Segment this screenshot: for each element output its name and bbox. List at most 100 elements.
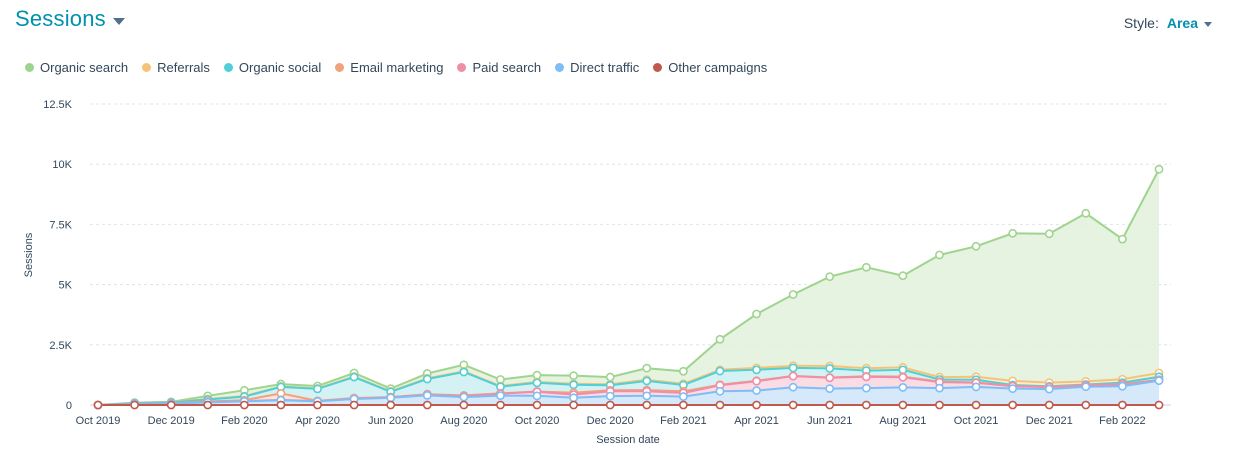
x-tick-label: Apr 2020 (295, 415, 340, 427)
data-point-direct-traffic (459, 392, 469, 402)
data-point-other-campaigns (1154, 400, 1164, 410)
data-point-other-campaigns (935, 400, 944, 410)
legend-item-paid-search[interactable]: Paid search (457, 60, 541, 75)
data-point-direct-traffic (788, 382, 798, 392)
data-point-other-campaigns (1118, 400, 1127, 410)
x-axis-title: Session date (596, 434, 660, 446)
data-point-organic-social (459, 367, 469, 377)
y-tick-label: 12.5K (43, 99, 72, 111)
data-point-other-campaigns (642, 400, 652, 410)
x-tick-label: Apr 2021 (734, 415, 779, 427)
area-organic-search (98, 169, 1159, 405)
data-point-organic-search (1081, 208, 1091, 218)
data-point-other-campaigns (459, 400, 469, 410)
data-point-direct-traffic (678, 392, 688, 401)
data-point-direct-traffic (1044, 384, 1054, 394)
x-tick-label: Oct 2020 (515, 415, 560, 427)
chart-legend: Organic search Referrals Organic social Ema… (25, 60, 781, 75)
y-tick-label: 7.5K (49, 219, 72, 231)
data-point-direct-traffic (971, 382, 981, 392)
data-point-direct-traffic (532, 391, 542, 401)
legend-item-email-marketing[interactable]: Email marketing (335, 60, 443, 75)
x-tick-label: Oct 2021 (954, 415, 999, 427)
data-point-other-campaigns (752, 400, 761, 410)
series-line-direct-traffic (97, 379, 1160, 406)
data-point-other-campaigns (349, 400, 359, 410)
x-tick-label: Jun 2021 (807, 415, 852, 427)
x-tick-label: Jun 2020 (368, 415, 413, 427)
data-point-other-campaigns (1081, 400, 1091, 410)
data-point-organic-social (642, 376, 652, 386)
legend-marker (335, 63, 345, 72)
y-axis-title: Sessions (23, 232, 35, 277)
data-point-paid-search (788, 371, 798, 381)
data-point-organic-search (1008, 228, 1018, 238)
legend-marker (142, 63, 152, 72)
data-point-other-campaigns (898, 400, 908, 410)
data-point-direct-traffic (935, 383, 944, 393)
data-point-other-campaigns (203, 400, 213, 410)
data-point-organic-social (788, 363, 798, 373)
y-tick-label: 0 (66, 400, 72, 412)
chevron-down-icon (112, 17, 125, 25)
legend-marker (223, 63, 233, 72)
data-point-organic-social (715, 366, 725, 376)
data-point-organic-search (569, 371, 579, 381)
data-point-direct-traffic (898, 383, 908, 392)
legend-marker (25, 63, 34, 72)
data-point-paid-search (861, 372, 871, 382)
data-point-organic-search (861, 262, 871, 272)
x-tick-label: Aug 2020 (440, 415, 487, 427)
data-point-organic-search (605, 372, 615, 382)
data-point-other-campaigns (861, 400, 871, 410)
data-point-other-campaigns (386, 400, 396, 410)
data-point-other-campaigns (605, 400, 615, 410)
style-label: Style: (1123, 15, 1159, 31)
data-point-other-campaigns (93, 400, 103, 410)
data-point-organic-social (569, 380, 579, 390)
y-tick-label: 10K (52, 159, 72, 171)
legend-item-direct-traffic[interactable]: Direct traffic (555, 60, 639, 75)
x-tick-label: Aug 2021 (879, 415, 926, 427)
x-tick-label: Feb 2020 (221, 415, 267, 427)
data-point-other-campaigns (715, 400, 725, 410)
report-title: Sessions (15, 6, 106, 31)
style-value[interactable]: Area (1166, 15, 1198, 31)
area-paid-search (98, 376, 1159, 405)
data-point-other-campaigns (971, 400, 981, 410)
data-point-direct-traffic (825, 384, 835, 394)
data-point-direct-traffic (1118, 381, 1127, 391)
data-point-other-campaigns (130, 400, 139, 410)
data-point-organic-search (1154, 164, 1164, 174)
data-point-direct-traffic (715, 386, 725, 396)
data-point-organic-search (1118, 234, 1127, 244)
data-point-organic-social (825, 363, 835, 373)
report-title-dropdown[interactable]: Sessions (15, 6, 125, 32)
x-tick-label: Dec 2020 (587, 415, 634, 427)
legend-label: Organic social (238, 60, 322, 75)
style-selector[interactable]: Style: Area (1124, 15, 1212, 31)
legend-item-other-campaigns[interactable]: Other campaigns (653, 60, 767, 75)
legend-item-organic-search[interactable]: Organic search (25, 60, 128, 75)
legend-label: Organic search (40, 60, 129, 75)
data-point-other-campaigns (276, 400, 286, 410)
data-point-organic-search (678, 366, 688, 376)
area-organic-social (98, 367, 1159, 405)
legend-marker (457, 63, 467, 72)
data-point-direct-traffic (1008, 384, 1018, 394)
data-point-organic-search (935, 250, 944, 260)
legend-item-referrals[interactable]: Referrals (142, 60, 210, 75)
data-point-other-campaigns (422, 400, 432, 410)
data-point-other-campaigns (1008, 400, 1018, 410)
x-tick-label: Dec 2021 (1026, 415, 1073, 427)
legend-item-organic-social[interactable]: Organic social (223, 60, 322, 75)
data-point-direct-traffic (861, 383, 871, 393)
data-point-organic-social (532, 378, 542, 388)
x-tick-label: Dec 2019 (148, 415, 195, 427)
y-tick-label: 2.5K (49, 340, 72, 352)
series-line-organic-search (97, 168, 1160, 406)
legend-marker (653, 63, 663, 72)
data-point-other-campaigns (313, 400, 322, 410)
data-point-organic-search (825, 272, 835, 282)
